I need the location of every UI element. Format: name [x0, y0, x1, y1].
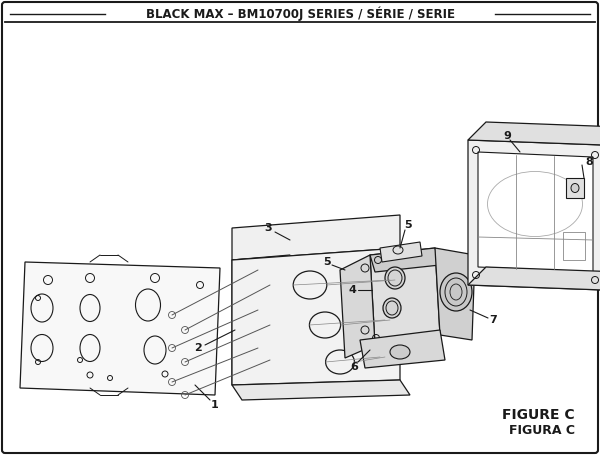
- Polygon shape: [20, 262, 220, 395]
- Text: 4: 4: [348, 285, 356, 295]
- Polygon shape: [435, 248, 475, 340]
- Polygon shape: [340, 255, 375, 358]
- Bar: [566, 178, 584, 198]
- Text: 8: 8: [585, 157, 593, 167]
- Text: FIGURE C: FIGURE C: [502, 408, 575, 422]
- Text: 5: 5: [404, 220, 412, 230]
- Ellipse shape: [440, 273, 472, 311]
- Polygon shape: [468, 267, 600, 290]
- Polygon shape: [232, 248, 400, 385]
- Text: 3: 3: [264, 223, 272, 233]
- Polygon shape: [232, 215, 400, 260]
- Text: 7: 7: [489, 315, 497, 325]
- Text: FIGURA C: FIGURA C: [509, 424, 575, 436]
- Polygon shape: [370, 248, 440, 272]
- Text: BLACK MAX – BM10700J SERIES / SÉRIE / SERIE: BLACK MAX – BM10700J SERIES / SÉRIE / SE…: [146, 7, 455, 21]
- Text: 6: 6: [350, 362, 358, 372]
- Text: 1: 1: [211, 400, 219, 410]
- Text: 9: 9: [503, 131, 511, 141]
- Text: 2: 2: [194, 343, 202, 353]
- Text: 5: 5: [323, 257, 331, 267]
- Bar: [563, 232, 585, 260]
- Polygon shape: [380, 242, 422, 262]
- Polygon shape: [232, 380, 410, 400]
- Polygon shape: [478, 152, 593, 272]
- Ellipse shape: [383, 298, 401, 318]
- Polygon shape: [468, 122, 600, 145]
- Polygon shape: [232, 255, 290, 385]
- Polygon shape: [360, 330, 445, 368]
- Polygon shape: [468, 140, 600, 290]
- Polygon shape: [370, 248, 440, 345]
- Ellipse shape: [571, 183, 579, 192]
- Ellipse shape: [390, 345, 410, 359]
- Ellipse shape: [385, 267, 405, 289]
